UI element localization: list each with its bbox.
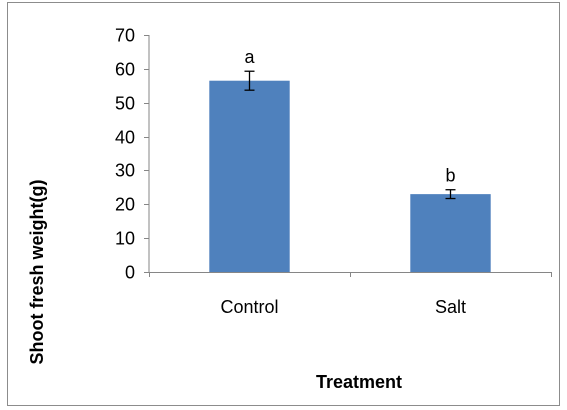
x-axis: Control Salt: [149, 272, 552, 317]
y-axis: 0 10 20 30 40 50 60 70: [115, 26, 150, 283]
error-bar-control: [244, 70, 255, 91]
bar-control: [209, 80, 290, 272]
bar-salt: [410, 194, 491, 272]
significance-labels: ab: [244, 47, 455, 186]
y-tick-label: 20: [115, 195, 135, 215]
error-bar-salt: [445, 189, 456, 200]
bars: [209, 70, 491, 272]
significance-letter: b: [445, 166, 455, 186]
y-tick-label: 40: [115, 128, 135, 148]
y-tick-label: 70: [115, 26, 135, 46]
y-tick-label: 0: [125, 263, 135, 283]
y-tick-label: 30: [115, 161, 135, 181]
y-tick-label: 10: [115, 229, 135, 249]
y-tick-label: 50: [115, 94, 135, 114]
significance-letter: a: [244, 47, 255, 67]
x-tick-label: Control: [220, 297, 278, 317]
y-axis-title: Shoot fresh weight(g): [27, 180, 47, 365]
y-tick-label: 60: [115, 60, 135, 80]
x-axis-title: Treatment: [316, 372, 402, 392]
x-tick-label: Salt: [435, 297, 466, 317]
